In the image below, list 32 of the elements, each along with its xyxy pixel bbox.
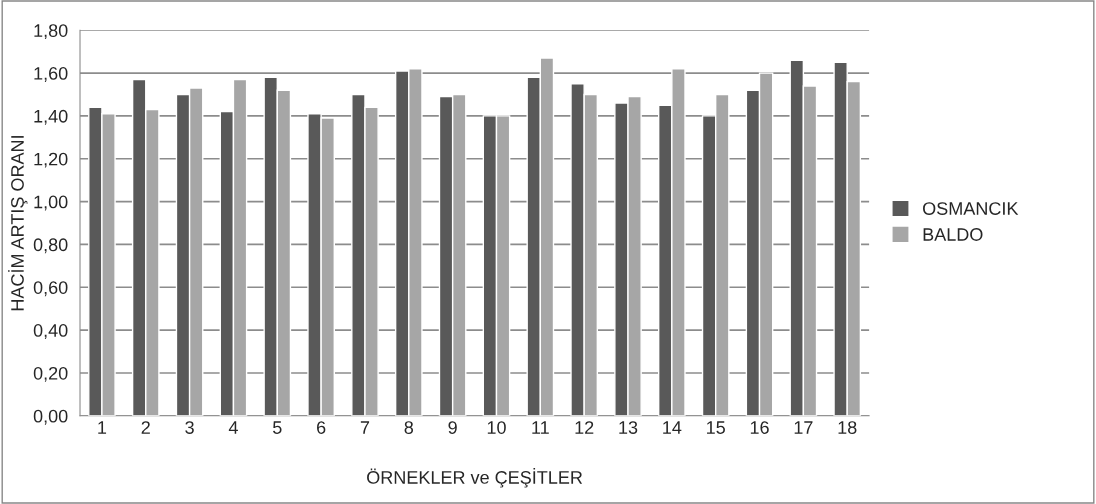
x-tick-label: 7 — [360, 421, 370, 434]
x-tick-label: 5 — [272, 421, 282, 434]
y-tick-label: 1,20 — [34, 152, 68, 168]
x-tick-label: 16 — [750, 421, 769, 434]
x-tick-label: 9 — [448, 421, 457, 434]
x-tick-label: 4 — [228, 421, 238, 434]
y-tick-label: 0,20 — [33, 366, 68, 382]
y-tick-label: 1,40 — [34, 109, 68, 125]
x-tick-label: 2 — [141, 421, 150, 434]
x-tick-label: 15 — [707, 421, 725, 434]
x-tick-label: 18 — [838, 421, 857, 434]
x-tick-label: 17 — [794, 421, 813, 434]
y-tick-label: 0,00 — [33, 409, 68, 425]
y-axis-title: HACİM ARTIŞ ORANI — [8, 136, 28, 311]
x-tick-label: 10 — [487, 421, 506, 434]
y-tick-label: 0,40 — [33, 324, 68, 339]
x-tick-label: 11 — [532, 421, 549, 434]
legend-label: OSMANCIK — [923, 202, 1019, 215]
x-tick-label: 3 — [185, 421, 194, 434]
y-tick-label: 0,60 — [33, 281, 68, 297]
y-tick-label: 0,80 — [33, 238, 68, 254]
x-tick-label: 1 — [98, 421, 107, 434]
x-tick-label: 6 — [317, 421, 326, 434]
x-axis-title: ÖRNEKLER ve ÇEŞİTLER — [367, 468, 583, 488]
x-tick-label: 8 — [404, 421, 414, 434]
x-tick-label: 14 — [663, 421, 682, 434]
y-tick-label: 1,60 — [34, 67, 68, 82]
x-tick-label: 12 — [575, 421, 594, 434]
x-tick-label: 13 — [619, 421, 638, 434]
legend-label: BALDO — [923, 228, 983, 241]
y-tick-label: 1,00 — [34, 195, 68, 211]
y-tick-label: 1,80 — [34, 24, 68, 40]
